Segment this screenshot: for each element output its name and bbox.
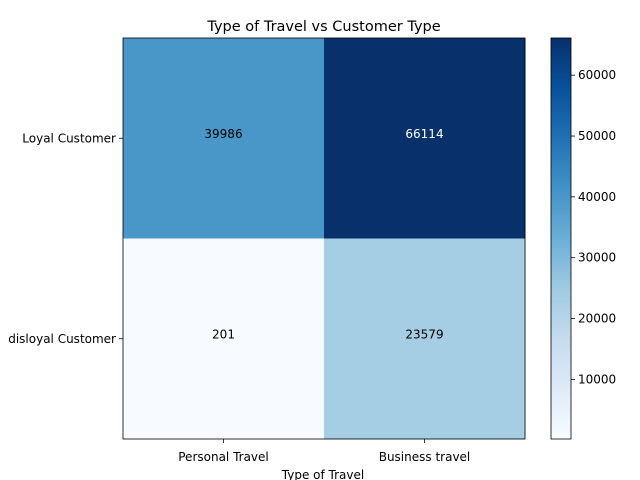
heatmap-cells — [123, 38, 526, 440]
cell-value-label: 39986 — [204, 127, 242, 141]
colorbar-tick-label: 40000 — [578, 190, 616, 204]
colorbar-axis: 10000 20000 30000 40000 50000 60000 — [571, 68, 616, 386]
heatmap-cell — [123, 238, 325, 440]
cell-value-label: 66114 — [405, 127, 443, 141]
x-tick-label: Business travel — [379, 450, 471, 464]
colorbar-tick-label: 20000 — [578, 312, 616, 326]
plot-frame — [122, 37, 526, 440]
y-tick-label: Loyal Customer — [22, 131, 116, 145]
heatmap-value-labels: 39986 66114 201 23579 — [204, 127, 443, 342]
cell-value-label: 201 — [212, 328, 235, 342]
y-axis: Loyal Customer disloyal Customer — [8, 131, 123, 346]
x-axis: Personal Travel Business travel — [178, 439, 470, 464]
x-tick-label: Personal Travel — [178, 450, 269, 464]
heatmap-cell — [324, 238, 526, 440]
colorbar — [550, 37, 572, 440]
chart-title: Type of Travel vs Customer Type — [206, 19, 440, 35]
colorbar-tick-label: 10000 — [578, 372, 616, 386]
colorbar-tick-label: 30000 — [578, 251, 616, 265]
x-axis-label: Type of Travel — [281, 468, 364, 480]
y-tick-label: disloyal Customer — [8, 332, 116, 346]
colorbar-tick-label: 60000 — [578, 68, 616, 82]
cell-value-label: 23579 — [405, 328, 443, 342]
colorbar-tick-label: 50000 — [578, 129, 616, 143]
heatmap-cell — [123, 38, 325, 239]
heatmap-cell — [324, 38, 526, 239]
